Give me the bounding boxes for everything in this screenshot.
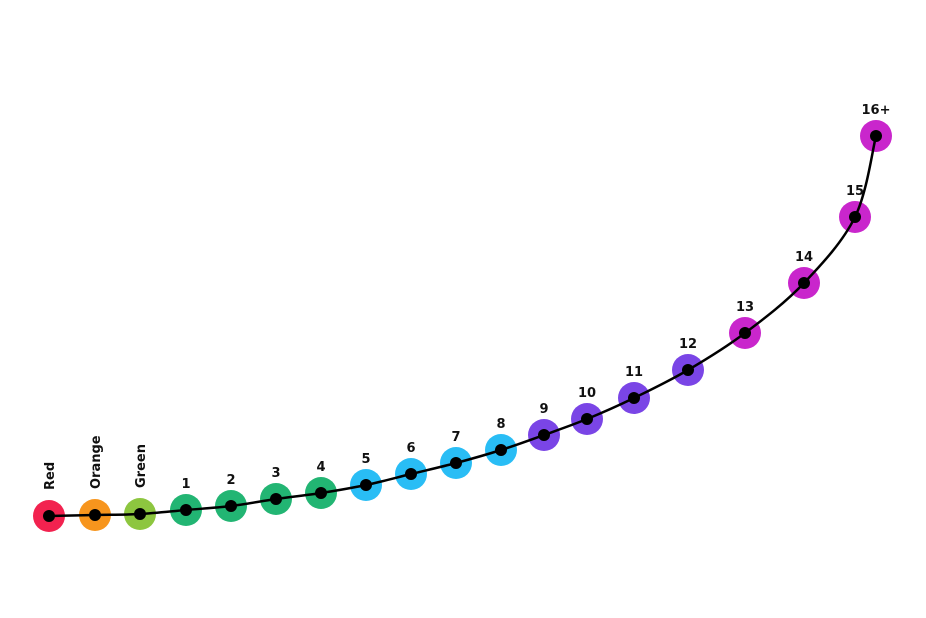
- step-label: 11: [625, 365, 643, 380]
- step-dot: [682, 364, 694, 376]
- step-dot: [89, 509, 101, 521]
- step-label: 5: [361, 452, 370, 467]
- step-dot: [538, 429, 550, 441]
- step-dot: [180, 504, 192, 516]
- step-dot: [581, 413, 593, 425]
- step-label: 6: [406, 441, 415, 456]
- step-dot: [870, 130, 882, 142]
- step-label: 1: [181, 477, 190, 492]
- step-label: 15: [846, 184, 864, 199]
- step-label: 13: [736, 300, 754, 315]
- step-dot: [849, 211, 861, 223]
- step-label: Red: [43, 462, 58, 490]
- step-label: 2: [226, 473, 235, 488]
- step-label: 4: [316, 460, 325, 475]
- step-label: 12: [679, 337, 697, 352]
- step-label: 9: [539, 402, 548, 417]
- step-label: 3: [271, 466, 280, 481]
- step-dot: [43, 510, 55, 522]
- step-label: Green: [134, 444, 149, 488]
- step-dot: [134, 508, 146, 520]
- step-dot: [628, 392, 640, 404]
- step-dot: [405, 468, 417, 480]
- step-dot: [360, 479, 372, 491]
- step-dot: [270, 493, 282, 505]
- step-dot: [739, 327, 751, 339]
- step-dot: [798, 277, 810, 289]
- step-dot: [450, 457, 462, 469]
- step-label: 10: [578, 386, 596, 401]
- step-label: 7: [451, 430, 460, 445]
- step-label: 8: [496, 417, 505, 432]
- step-dot: [315, 487, 327, 499]
- step-dot: [225, 500, 237, 512]
- step-dot: [495, 444, 507, 456]
- step-label: Orange: [89, 435, 104, 489]
- step-label: 14: [795, 250, 813, 265]
- step-label: 16+: [862, 103, 891, 118]
